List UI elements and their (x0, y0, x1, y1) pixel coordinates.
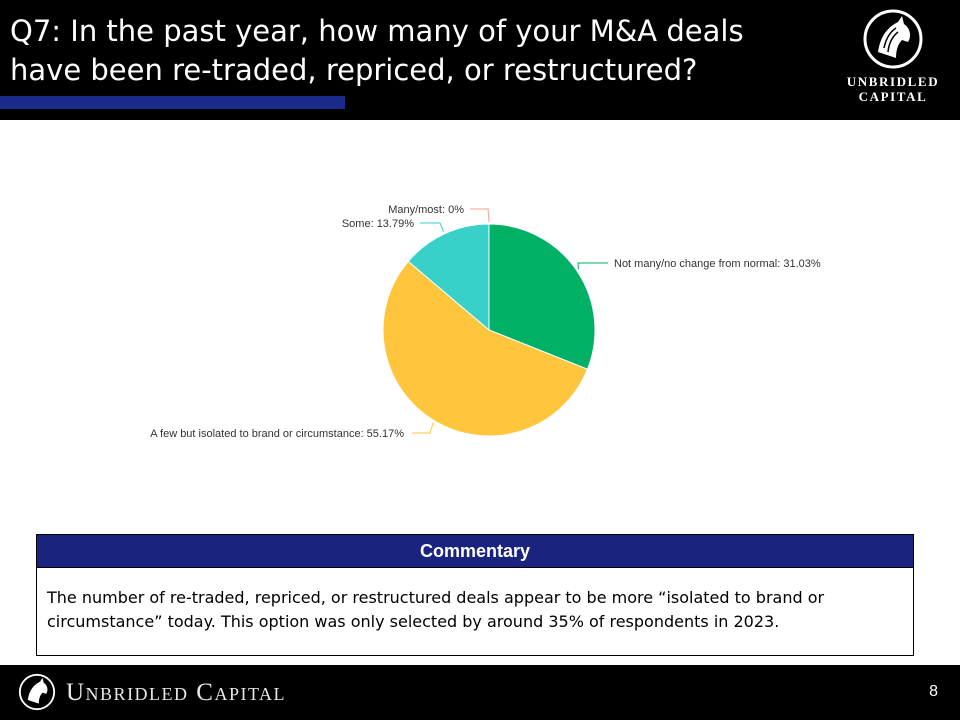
slide-title-line-2: have been re-traded, repriced, or restru… (10, 53, 698, 87)
logo-text: UNBRIDLED CAPITAL (838, 74, 948, 104)
leader-line-1 (412, 422, 434, 434)
pie-slice-1 (382, 260, 589, 437)
title-underline (0, 96, 345, 109)
logo-text-line-1: UNBRIDLED (846, 74, 940, 89)
pie-chart: Not many/no change from normal: 31.03% A … (150, 204, 821, 440)
logo-text-line-2: CAPITAL (858, 89, 928, 104)
commentary-text: The number of re-traded, repriced, or re… (47, 588, 825, 631)
slice-label-3: Many/most: 0% (388, 204, 464, 216)
footer-brand: Unbridled Capital (66, 679, 287, 706)
horse-head-icon (18, 673, 56, 711)
leader-line-3 (470, 208, 490, 223)
brand-logo: UNBRIDLED CAPITAL (838, 8, 948, 114)
commentary-box: Commentary The number of re-traded, repr… (36, 534, 914, 656)
horse-head-icon (863, 9, 923, 69)
pie-slice-2 (407, 223, 490, 332)
page-number: 8 (929, 683, 938, 700)
footer-bar: Unbridled Capital 8 (0, 665, 960, 720)
slice-label-2: Some: 13.79% (342, 218, 414, 230)
slide-title-line-1: Q7: In the past year, how many of your M… (10, 14, 744, 48)
header-bar: Q7: In the past year, how many of your M… (0, 0, 960, 120)
pie-chart-area: Not many/no change from normal: 31.03% A … (0, 120, 960, 530)
slice-label-1: A few but isolated to brand or circumsta… (150, 428, 404, 440)
slice-label-0: Not many/no change from normal: 31.03% (614, 258, 821, 270)
commentary-heading: Commentary (37, 535, 913, 568)
leader-line-2 (420, 222, 445, 233)
slide-title: Q7: In the past year, how many of your M… (10, 12, 810, 90)
pie-slice-0 (488, 223, 596, 370)
leader-line-0 (577, 262, 608, 270)
